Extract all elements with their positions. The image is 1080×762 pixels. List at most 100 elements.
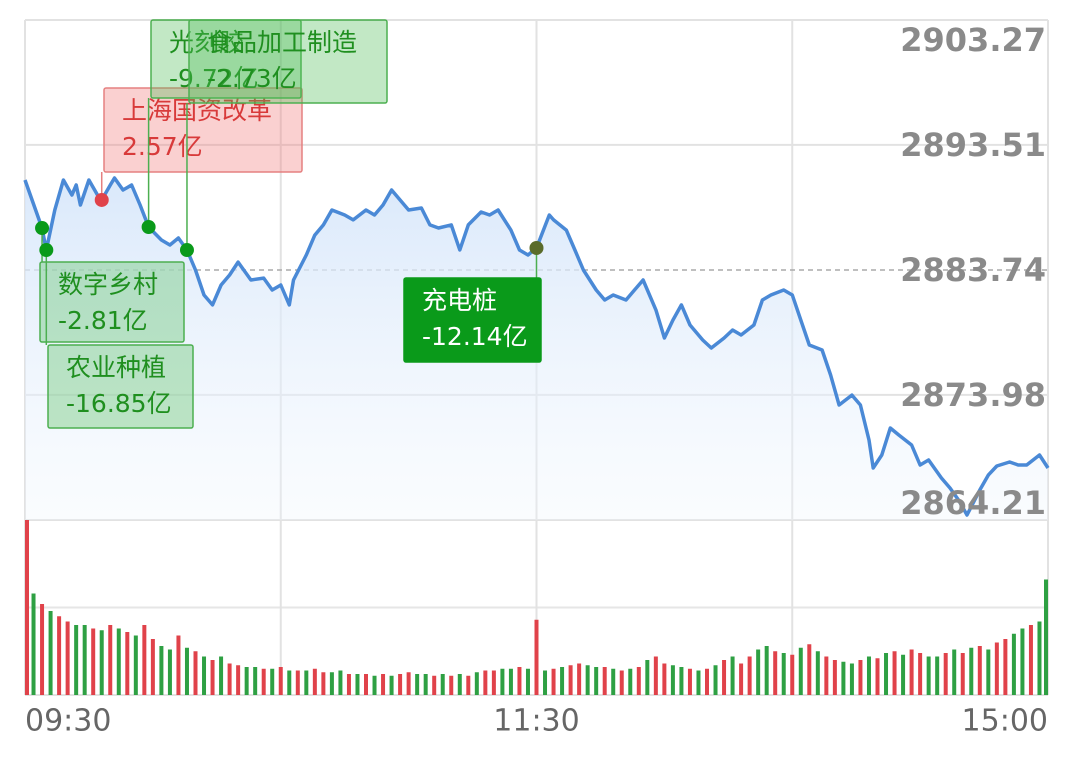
volume-bar <box>466 675 471 695</box>
x-tick-label: 15:00 <box>962 704 1048 739</box>
y-tick-label: 2893.51 <box>900 126 1046 164</box>
annotation-point <box>39 243 54 258</box>
volume-bar <box>790 654 795 695</box>
volume-bar <box>918 653 923 695</box>
volume-bar <box>287 670 292 695</box>
volume-bar <box>628 668 633 695</box>
annotation-amount: -12.14亿 <box>422 322 528 351</box>
volume-bar <box>381 674 386 695</box>
annotation-amount: 2.57亿 <box>122 132 203 161</box>
volume-bar <box>99 630 104 695</box>
volume-bar <box>645 660 650 695</box>
volume-bar <box>329 672 334 695</box>
volume-bar <box>389 675 394 695</box>
volume-bar <box>798 647 803 695</box>
annotation-point <box>179 243 194 258</box>
annotation: 上海国资改革 2.57亿 <box>94 87 303 207</box>
volume-bar <box>91 628 96 695</box>
volume-bar <box>568 665 573 695</box>
volume-bar <box>901 654 906 695</box>
volume-bar <box>705 668 709 695</box>
volume-bar <box>74 625 79 695</box>
volume-bar <box>1020 628 1025 695</box>
volume-bar <box>167 649 172 695</box>
volume-bar <box>1028 625 1033 695</box>
volume-bar <box>585 665 590 695</box>
volume-bar <box>210 660 215 695</box>
volume-bar <box>193 651 198 695</box>
volume-bar <box>849 663 854 695</box>
annotation-name: 上海国资改革 <box>122 96 272 125</box>
volume-bar <box>866 656 871 695</box>
annotation: 食品加工制造 -2.73亿 <box>179 19 388 258</box>
volume-bar <box>133 635 138 695</box>
volume-bar <box>773 651 778 695</box>
volume-bar <box>82 625 87 695</box>
volume-bar <box>713 665 718 695</box>
annotation-name: 农业种植 <box>66 353 166 382</box>
volume-bar <box>952 649 957 695</box>
volume-bar <box>739 663 744 695</box>
annotation-point <box>141 219 156 234</box>
volume-bar <box>40 604 45 695</box>
volume-bar <box>969 647 974 695</box>
annotation-name: 光刻胶 <box>169 28 244 57</box>
volume-bar <box>977 646 982 695</box>
volume-bar <box>551 668 556 695</box>
volume-bar <box>150 639 155 695</box>
annotation: 数字乡村 -2.81亿 <box>35 221 185 343</box>
volume-bar <box>986 649 991 695</box>
volume-bar <box>457 674 462 695</box>
volume-bar <box>517 667 522 695</box>
volume-bar <box>159 646 164 695</box>
annotation-box <box>188 19 388 104</box>
volume-bar <box>611 668 616 695</box>
volume-bar <box>1044 579 1048 695</box>
volume-bar <box>500 668 505 695</box>
volume-bar <box>423 674 428 695</box>
volume-bar <box>364 674 368 695</box>
volume-bar <box>577 663 582 695</box>
volume-bar <box>304 670 309 695</box>
volume-bar <box>756 649 761 695</box>
volume-bar <box>815 651 820 695</box>
annotation-point <box>94 192 109 207</box>
volume-bar <box>48 611 53 695</box>
annotation-box <box>47 344 194 429</box>
volume-bar <box>295 670 300 695</box>
volume-bar <box>142 625 147 695</box>
annotation-point <box>529 240 544 255</box>
price-line <box>23 176 1050 517</box>
volume-bar <box>696 670 701 695</box>
volume-bar <box>415 674 420 695</box>
y-tick-label: 2883.74 <box>900 251 1046 289</box>
volume-bar <box>65 621 70 695</box>
volume-bar <box>236 665 241 695</box>
volume-bar <box>57 616 62 695</box>
x-tick-label: 09:30 <box>25 704 111 739</box>
volume-bar <box>687 668 692 695</box>
volume-bar <box>406 672 411 695</box>
volume-bar <box>619 670 624 695</box>
volume-bar <box>960 653 965 695</box>
volume-bar <box>398 674 403 695</box>
volume-bar <box>764 646 769 695</box>
volume-bar <box>321 672 326 695</box>
volume-bar <box>449 675 454 695</box>
volume-bar <box>858 660 863 695</box>
volume-bar <box>227 663 232 695</box>
volume-bar <box>31 593 36 695</box>
y-tick-label: 2873.98 <box>900 376 1046 414</box>
volume-bar <box>270 668 275 695</box>
volume-bar <box>491 670 496 695</box>
volume-bar <box>875 658 880 695</box>
volume-bar <box>244 667 249 695</box>
volume-bar <box>892 651 897 695</box>
volume-bar <box>884 653 889 695</box>
volume-bar <box>253 667 258 695</box>
volume-bar <box>1011 633 1016 695</box>
annotation: 农业种植 -16.85亿 <box>39 243 194 429</box>
annotation-name: 充电桩 <box>422 286 497 315</box>
volume-bar <box>636 667 641 695</box>
